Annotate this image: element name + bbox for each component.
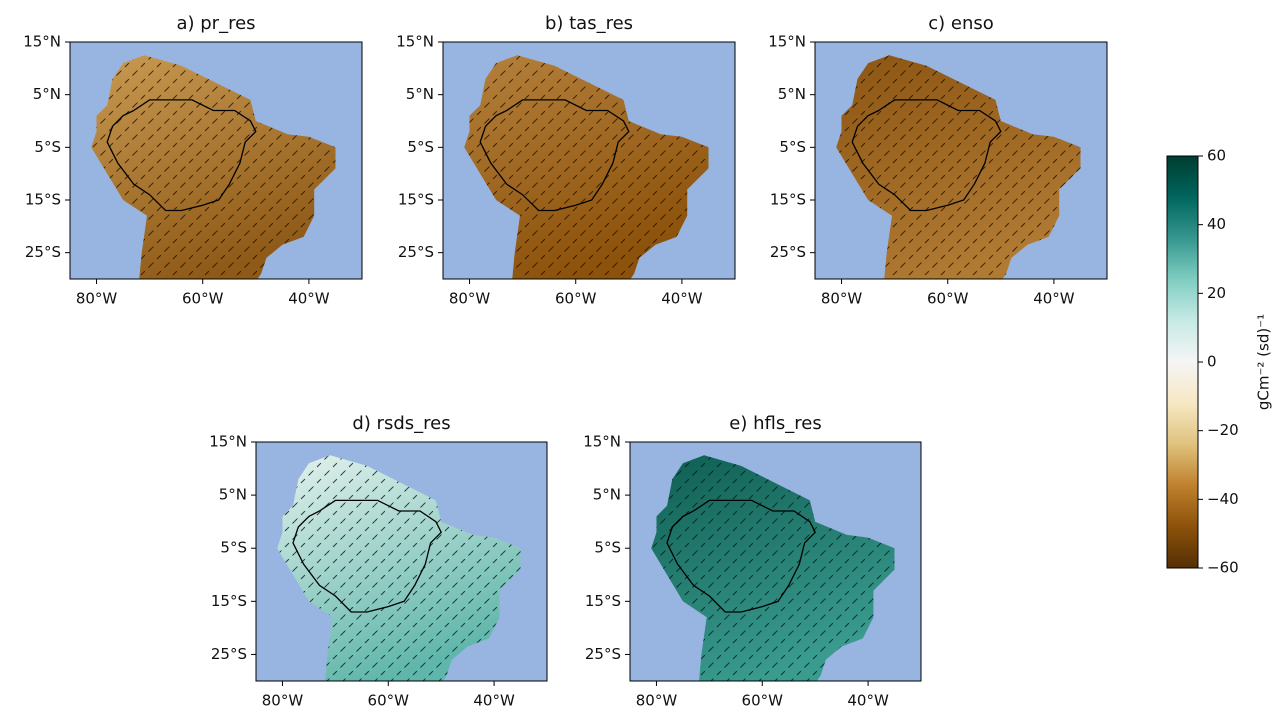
y-tick-label: 25°S: [398, 243, 434, 261]
x-tick-label: 40°W: [661, 290, 703, 308]
colorbar-tick-label: −20: [1207, 421, 1239, 439]
colorbar-label: gCm⁻² (sd)⁻¹: [1255, 314, 1273, 410]
y-tick-label: 25°S: [770, 243, 806, 261]
figure: a) pr_res 80°W 60°W 40°W 15°N 5°N 5°S 15°S 25°S b…: [0, 0, 1273, 713]
y-tick-label: 5°S: [34, 138, 61, 156]
y-tick-label: 25°S: [25, 243, 61, 261]
y-tick-label: 5°N: [219, 486, 247, 504]
y-tick-label: 15°S: [25, 191, 61, 209]
y-tick-label: 15°N: [768, 33, 806, 51]
y-tick-label: 15°S: [585, 592, 621, 610]
y-tick-label: 25°S: [585, 645, 621, 663]
map-panel: [443, 42, 735, 282]
colorbar-tick-label: −40: [1207, 490, 1239, 508]
colorbar-tick-label: −60: [1207, 559, 1239, 577]
colorbar: [1167, 156, 1198, 568]
colorbar-tick-label: 20: [1207, 284, 1226, 302]
x-tick-label: 40°W: [288, 290, 330, 308]
map-panel: [815, 42, 1107, 282]
y-tick-label: 25°S: [211, 645, 247, 663]
colorbar-tick-label: 60: [1207, 147, 1226, 165]
y-tick-label: 5°N: [778, 85, 806, 103]
x-tick-label: 40°W: [847, 692, 889, 710]
map-panel: [70, 42, 362, 282]
map-panel: [256, 442, 547, 684]
y-tick-label: 15°N: [583, 433, 621, 451]
x-tick-label: 80°W: [262, 692, 304, 710]
colorbar-tick-label: 40: [1207, 215, 1226, 233]
x-tick-label: 80°W: [76, 290, 118, 308]
x-tick-label: 60°W: [742, 692, 784, 710]
y-tick-label: 5°S: [220, 539, 247, 557]
y-tick-label: 15°N: [396, 33, 434, 51]
x-tick-label: 60°W: [368, 692, 410, 710]
y-tick-label: 15°S: [398, 191, 434, 209]
y-tick-label: 5°N: [593, 486, 621, 504]
x-tick-label: 60°W: [555, 290, 597, 308]
y-tick-label: 15°N: [209, 433, 247, 451]
x-tick-label: 60°W: [182, 290, 224, 308]
x-tick-label: 40°W: [1033, 290, 1075, 308]
panel-title: e) hfls_res: [729, 413, 821, 434]
y-tick-label: 5°S: [779, 138, 806, 156]
panel-title: a) pr_res: [176, 13, 255, 34]
y-tick-label: 15°S: [211, 592, 247, 610]
y-tick-label: 5°N: [406, 85, 434, 103]
y-tick-label: 15°S: [770, 191, 806, 209]
x-tick-label: 60°W: [927, 290, 969, 308]
y-tick-label: 5°N: [33, 85, 61, 103]
map-panel: [630, 442, 921, 684]
panel-title: b) tas_res: [545, 13, 633, 34]
panel-title: c) enso: [928, 13, 994, 34]
y-tick-label: 5°S: [594, 539, 621, 557]
panel-title: d) rsds_res: [352, 413, 450, 434]
x-tick-label: 40°W: [473, 692, 515, 710]
x-tick-label: 80°W: [449, 290, 491, 308]
x-tick-label: 80°W: [636, 692, 678, 710]
y-tick-label: 5°S: [407, 138, 434, 156]
colorbar-tick-label: 0: [1207, 353, 1217, 371]
x-tick-label: 80°W: [821, 290, 863, 308]
y-tick-label: 15°N: [23, 33, 61, 51]
